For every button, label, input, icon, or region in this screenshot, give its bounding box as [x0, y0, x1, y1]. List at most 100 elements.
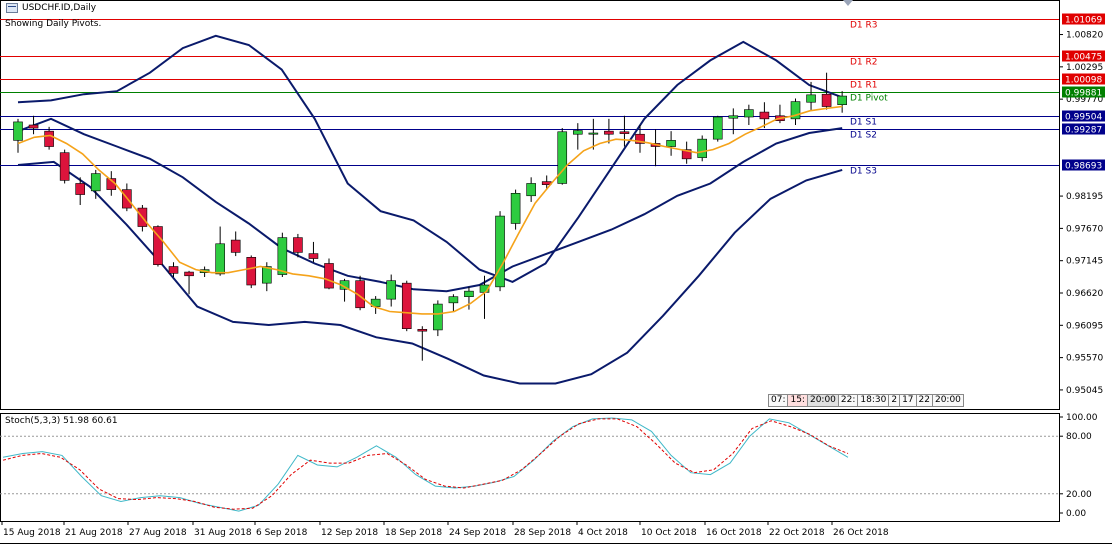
bollinger-middle	[17, 117, 843, 293]
candle-body	[744, 109, 754, 118]
candle-body	[712, 116, 723, 140]
candle-body	[728, 115, 739, 119]
session-marker: 07:	[768, 394, 789, 407]
candle-body	[759, 111, 770, 120]
session-marker: 17	[900, 394, 917, 407]
pivot-lines: D1 R3 1.01069 D1 R2 1.00475 D1 R1 1.00098 D1 P…	[0, 13, 1105, 177]
price-tick-label: 0.98195	[1066, 192, 1103, 202]
stoch-main-line	[2, 417, 849, 512]
candle-body	[433, 303, 443, 331]
stochastic-title: Stoch(5,3,3) 51.98 60.61	[5, 416, 118, 426]
candle-body	[635, 133, 645, 144]
candle-body	[604, 130, 614, 135]
time-tick-label: 21 Aug 2018	[65, 528, 123, 538]
pivot-price-box	[1062, 159, 1105, 171]
candle-body	[59, 152, 70, 181]
candle-body	[75, 183, 85, 195]
candle-body	[44, 130, 54, 147]
candle-body	[386, 280, 397, 300]
stoch-signal-line	[2, 418, 849, 510]
candle-body	[572, 130, 583, 135]
pivot-label: D1 R2	[850, 58, 878, 68]
session-markers: 07: 15: 20:00 22: 18:30 2 17 22 20:00	[768, 394, 964, 407]
stoch-tick-label: 80.00	[1066, 432, 1092, 442]
candle-body	[417, 329, 428, 332]
stoch-tick-label: 0.00	[1066, 509, 1086, 519]
time-tick-label: 10 Oct 2018	[641, 528, 697, 538]
pivot-label: D1 Pivot	[850, 94, 888, 104]
candle-body	[184, 271, 194, 277]
candle-body	[28, 124, 39, 129]
pivot-price-box	[1062, 86, 1105, 98]
chart-window-icon	[6, 3, 18, 13]
pivot-price-box	[1062, 50, 1105, 62]
candle-body	[355, 280, 365, 309]
candle-body	[557, 131, 568, 184]
pivot-label: D1 S1	[850, 118, 877, 128]
time-tick-label: 12 Sep 2018	[321, 528, 378, 538]
candles	[13, 72, 847, 361]
pivot-price-label: 0.99504	[1065, 113, 1102, 123]
candle-body	[448, 296, 459, 304]
pivot-price-box	[1062, 110, 1105, 122]
time-tick-label: 31 Aug 2018	[194, 528, 252, 538]
candle-body	[153, 226, 163, 265]
pivot-label: D1 R1	[850, 81, 878, 91]
candle-body	[619, 131, 630, 134]
session-marker: 15:	[788, 394, 808, 407]
pivot-price-label: 0.98693	[1065, 162, 1102, 172]
stoch-tick-label: 20.00	[1066, 490, 1092, 500]
price-tick-label: 0.96620	[1066, 289, 1103, 299]
candle-body	[697, 138, 708, 158]
pivots-subtitle: Showing Daily Pivots.	[5, 19, 102, 29]
pivot-label: D1 S3	[850, 167, 877, 177]
candle-body	[821, 93, 832, 107]
candle-body	[510, 193, 521, 224]
session-marker: 20:00	[807, 394, 839, 407]
pivot-price-label: 0.99287	[1065, 126, 1102, 136]
candle-body	[324, 263, 334, 289]
symbol-title: USDCHF.ID,Daily	[22, 3, 97, 13]
time-tick-label: 6 Sep 2018	[256, 528, 308, 538]
main-plot-frame	[0, 0, 1060, 410]
oscillator-frame	[0, 413, 1060, 522]
candle-body	[168, 266, 179, 274]
time-tick-label: 26 Oct 2018	[833, 528, 889, 538]
pivot-price-box	[1062, 13, 1105, 25]
pivot-price-label: 1.00098	[1065, 76, 1102, 86]
candle-body	[215, 243, 225, 275]
session-marker: 20:00	[932, 394, 964, 407]
time-tick-label: 16 Oct 2018	[706, 528, 762, 538]
candle-body	[806, 94, 816, 103]
time-tick-label: 28 Sep 2018	[514, 528, 571, 538]
candle-body	[261, 266, 272, 284]
time-tick-label: 15 Aug 2018	[3, 528, 61, 538]
candle-body	[464, 290, 474, 297]
candle-body	[495, 215, 505, 288]
stochastic-panel: 100.00 80.00 20.00 0.00	[0, 413, 1098, 519]
session-marker: 18:30	[858, 394, 890, 407]
candle-body	[13, 121, 23, 141]
candle-body	[293, 237, 303, 253]
time-tick-label: 4 Oct 2018	[578, 528, 628, 538]
pivot-price-box	[1062, 73, 1105, 85]
time-tick-label: 24 Sep 2018	[449, 528, 506, 538]
price-tick-label: 0.95045	[1066, 386, 1103, 396]
price-tick-label: 0.95570	[1066, 354, 1103, 364]
bollinger-upper	[17, 34, 843, 283]
price-tick-label: 1.00295	[1066, 63, 1103, 73]
price-tick-label: 0.99770	[1066, 95, 1103, 105]
price-tick-label: 0.96095	[1066, 321, 1103, 331]
candle-body	[401, 282, 412, 329]
session-marker: 22:	[838, 394, 859, 407]
moving-average	[17, 105, 843, 315]
pivot-price-label: 1.01069	[1065, 16, 1102, 26]
chart-shift-marker	[843, 0, 853, 6]
time-tick-label: 22 Oct 2018	[769, 528, 825, 538]
candle-body	[790, 101, 801, 120]
pivot-label: D1 S2	[850, 131, 877, 141]
time-tick-label: 27 Aug 2018	[129, 528, 187, 538]
candle-body	[588, 132, 599, 135]
candle-body	[837, 95, 847, 105]
